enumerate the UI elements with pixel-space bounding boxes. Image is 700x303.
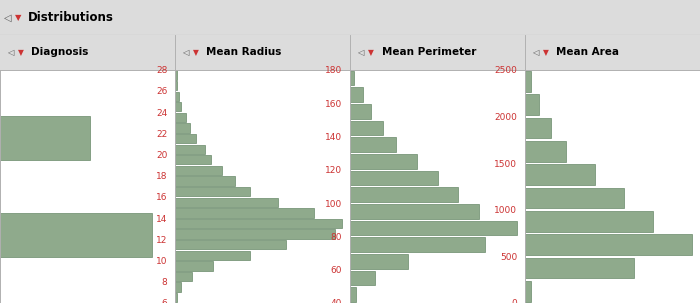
Bar [175,272,192,281]
Text: ◁: ◁ [182,48,188,57]
Bar [525,71,531,92]
Bar [175,229,335,239]
Bar [350,154,416,169]
Bar [525,235,692,255]
Bar [525,211,652,231]
Text: ▼: ▼ [542,48,548,57]
Text: ◁: ◁ [4,12,11,22]
Bar [525,141,566,161]
Text: Mean Area: Mean Area [556,47,620,57]
Bar [175,102,181,112]
Bar [0,116,90,160]
Text: ◁: ◁ [7,48,13,57]
Bar [350,71,354,85]
Bar [350,137,395,152]
Bar [175,70,177,80]
Text: ▼: ▼ [15,13,22,22]
Bar [350,187,458,202]
Bar [350,204,480,219]
Bar [175,145,205,154]
Bar [175,282,181,292]
Bar [175,81,177,90]
Text: Mean Perimeter: Mean Perimeter [382,47,476,57]
Text: ◁: ◁ [357,48,363,57]
Bar [525,95,540,115]
Bar [525,258,634,278]
Text: ▼: ▼ [18,48,23,57]
Text: Mean Radius: Mean Radius [206,47,282,57]
Bar [350,87,363,102]
Text: Diagnosis: Diagnosis [32,47,89,57]
Bar [350,254,408,269]
Bar [350,287,356,302]
Bar [175,219,342,228]
Bar [175,123,190,133]
Bar [175,187,250,196]
Bar [350,104,371,119]
Bar [175,208,314,218]
Bar [175,134,197,143]
Bar [175,240,286,249]
Bar [175,198,278,207]
Bar [350,121,384,135]
Bar [525,118,551,138]
Bar [525,188,624,208]
Bar [175,113,186,122]
Text: ▼: ▼ [193,48,198,57]
Bar [350,221,517,235]
Bar [175,293,177,302]
Bar [350,271,375,285]
Bar [175,155,211,165]
Bar [350,171,438,185]
Bar [0,213,152,257]
Bar [350,237,485,252]
Bar [175,176,234,186]
Bar [175,166,222,175]
Bar [175,92,179,101]
Text: ◁: ◁ [532,48,538,57]
Bar [175,261,214,271]
Text: ▼: ▼ [368,48,373,57]
Bar [175,251,250,260]
Bar [525,165,594,185]
Bar [525,281,531,301]
Text: Distributions: Distributions [28,11,114,24]
